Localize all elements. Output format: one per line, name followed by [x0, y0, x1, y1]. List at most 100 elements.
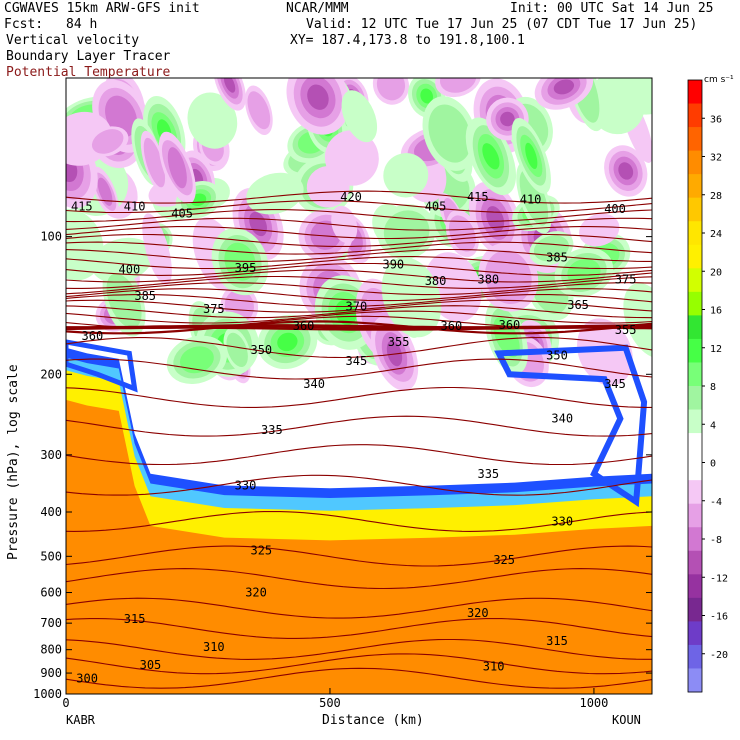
- y-tick-label: 1000: [33, 687, 62, 701]
- theta-label: 330: [551, 515, 573, 529]
- forecast-hour: 84 h: [66, 17, 98, 32]
- theta-label: 325: [250, 543, 272, 557]
- y-tick-label: 700: [40, 616, 62, 630]
- x-tick-label: 500: [319, 696, 341, 710]
- colorbar-swatch: [688, 621, 702, 646]
- theta-label: 315: [546, 634, 568, 648]
- y-tick-label: 300: [40, 448, 62, 462]
- colorbar-swatch: [688, 386, 702, 411]
- theta-label: 335: [477, 467, 499, 481]
- colorbar-swatch: [688, 409, 702, 434]
- colorbar: cm s⁻¹ 36 32 28 24 20 16 12 8 4 0 -4 -8 -12 -16 -20: [687, 75, 734, 693]
- theta-label: 360: [499, 318, 521, 332]
- theta-label: 315: [124, 612, 146, 626]
- colorbar-label: 20: [710, 267, 722, 278]
- x-tick-label: 0: [62, 696, 69, 710]
- colorbar-label: -8: [710, 535, 722, 546]
- colorbar-swatch: [688, 503, 702, 528]
- theta-label: 375: [615, 272, 637, 286]
- theta-label: 350: [546, 349, 568, 363]
- theta-label: 370: [346, 299, 368, 313]
- y-tick-label: 500: [40, 549, 62, 563]
- field-vertical-velocity: Vertical velocity: [6, 33, 140, 48]
- colorbar-swatch: [688, 668, 702, 693]
- theta-label: 330: [235, 478, 257, 492]
- model-title: CGWAVES 15km ARW-GFS init: [4, 1, 200, 16]
- x-start-station: KABR: [66, 713, 95, 727]
- colorbar-label: 24: [710, 229, 722, 240]
- colorbar-swatch: [688, 644, 702, 669]
- colorbar-swatch: [688, 291, 702, 316]
- colorbar-label: 12: [710, 344, 722, 355]
- field-potential-temperature: Potential Temperature: [6, 65, 171, 80]
- cross-section-coords: XY= 187.4,173.8 to 191.8,100.1: [290, 33, 525, 48]
- y-tick-label: 800: [40, 643, 62, 657]
- colorbar-swatch: [688, 550, 702, 575]
- y-axis-title: Pressure (hPa), log scale: [6, 364, 21, 560]
- colorbar-swatch: [688, 221, 702, 246]
- y-tick-label: 400: [40, 505, 62, 519]
- colorbar-swatch: [688, 150, 702, 175]
- theta-label: 385: [546, 250, 568, 264]
- colorbar-label: 36: [710, 114, 722, 125]
- y-tick-label: 200: [40, 367, 62, 381]
- theta-label: 360: [82, 329, 104, 343]
- theta-label: 305: [140, 658, 162, 672]
- colorbar-swatch: [688, 338, 702, 363]
- theta-label: 415: [71, 200, 93, 214]
- x-tick-label: 1000: [579, 696, 608, 710]
- colorbar-label: 0: [710, 459, 716, 470]
- field-boundary-layer-tracer: Boundary Layer Tracer: [6, 49, 171, 64]
- y-tick-label: 100: [40, 230, 62, 244]
- colorbar-swatch: [688, 527, 702, 552]
- colorbar-swatch: [688, 456, 702, 481]
- colorbar-label: -4: [710, 497, 722, 508]
- colorbar-swatch: [688, 480, 702, 505]
- colorbar-label: -20: [710, 650, 728, 661]
- colorbar-swatch: [688, 362, 702, 387]
- forecast-label: Fcst:: [4, 17, 44, 32]
- colorbar-label: -16: [710, 612, 728, 623]
- theta-label: 400: [119, 262, 141, 276]
- theta-label: 310: [483, 659, 505, 673]
- theta-label: 395: [235, 261, 257, 275]
- y-tick-label: 600: [40, 586, 62, 600]
- colorbar-swatch: [688, 315, 702, 340]
- theta-label: 340: [551, 412, 573, 426]
- cross-section-svg: 415 410 405 420 405 415 410 400 400 395 390 385 380 3…: [66, 78, 652, 694]
- x-axis-title: Distance (km): [322, 713, 424, 728]
- theta-label: 355: [388, 335, 410, 349]
- theta-label: 385: [134, 289, 156, 303]
- colorbar-units: cm s⁻¹: [704, 75, 734, 85]
- theta-label: 325: [493, 553, 515, 567]
- theta-label: 400: [604, 202, 626, 216]
- colorbar-label: 16: [710, 306, 722, 317]
- colorbar-swatch: [688, 127, 702, 152]
- theta-label: 350: [250, 343, 272, 357]
- colorbar-label: 4: [710, 420, 716, 431]
- colorbar-label: -12: [710, 573, 728, 584]
- theta-label: 320: [467, 606, 489, 620]
- colorbar-swatch: [688, 244, 702, 269]
- colorbar-label: 32: [710, 153, 722, 164]
- theta-label: 410: [520, 193, 542, 207]
- theta-label: 375: [203, 302, 225, 316]
- theta-label: 345: [604, 377, 626, 391]
- colorbar-label: 8: [710, 382, 716, 393]
- cross-section-plot: 415 410 405 420 405 415 410 400 400 395 390 385 380 3…: [66, 78, 652, 694]
- theta-label: 355: [615, 323, 637, 337]
- theta-label: 420: [340, 190, 362, 204]
- theta-label: 405: [171, 206, 193, 220]
- colorbar-swatch: [688, 174, 702, 199]
- colorbar-swatch: [688, 80, 702, 105]
- colorbar-swatch: [688, 103, 702, 128]
- colorbar-swatch: [688, 433, 702, 458]
- theta-label: 410: [124, 200, 146, 214]
- init-time: Init: 00 UTC Sat 14 Jun 25: [510, 1, 714, 16]
- colorbar-swatch: [688, 574, 702, 599]
- valid-time: Valid: 12 UTC Tue 17 Jun 25 (07 CDT Tue …: [306, 17, 698, 32]
- theta-label: 310: [203, 640, 225, 654]
- theta-label: 365: [567, 298, 589, 312]
- theta-label: 405: [425, 200, 447, 214]
- theta-label: 340: [303, 377, 325, 391]
